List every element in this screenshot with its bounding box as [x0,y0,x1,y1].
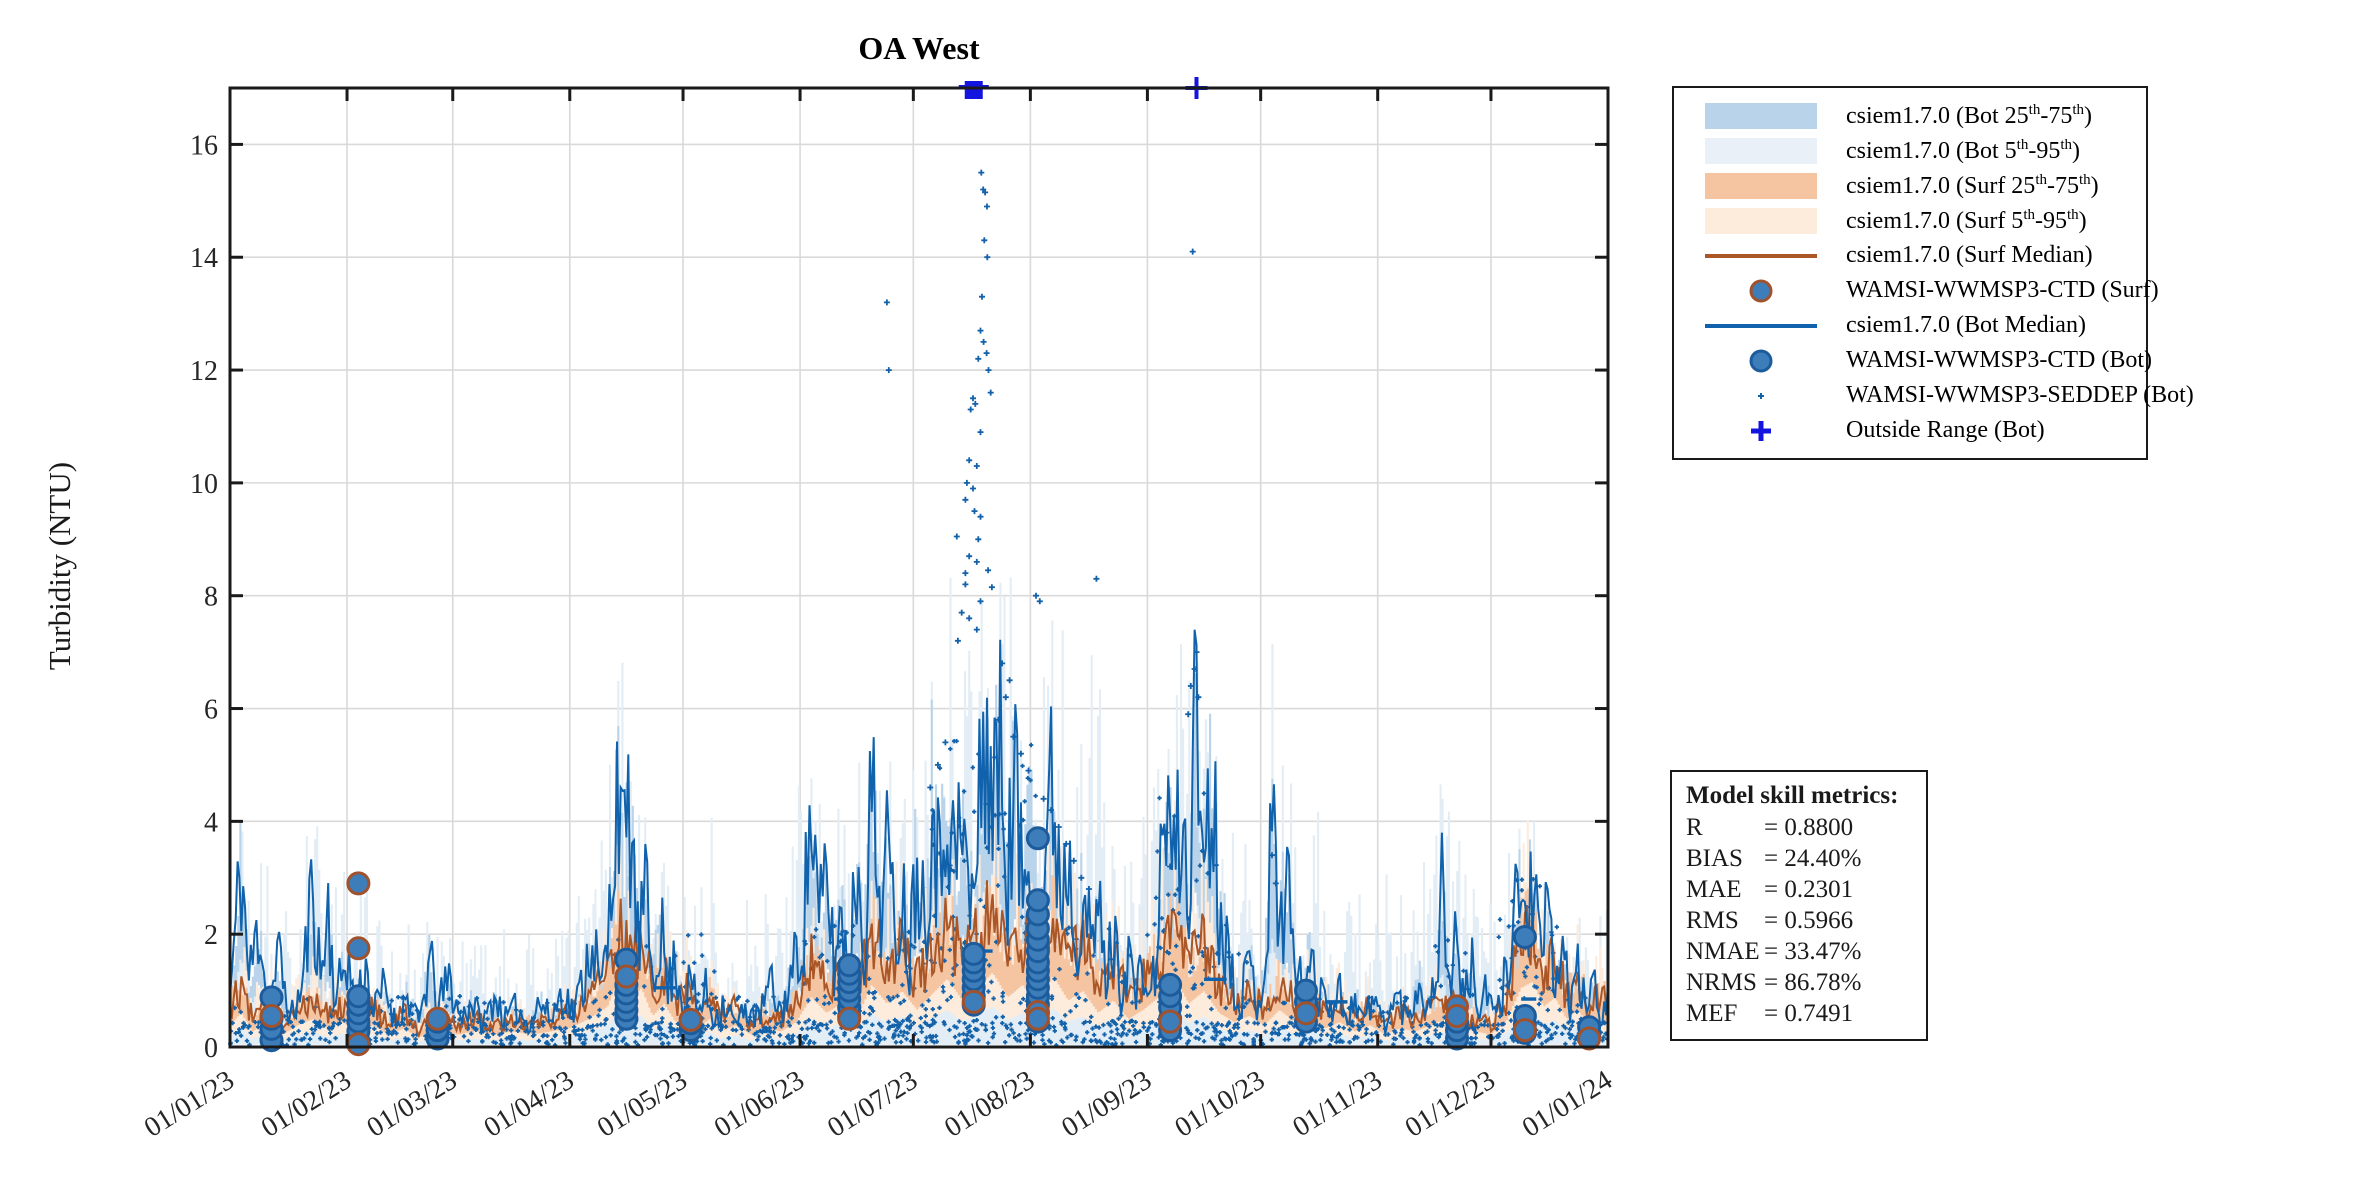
model-skill-metrics-box: Model skill metrics: R = 0.8800 BIAS = 24.4… [1670,770,1928,1041]
legend-swatch [1686,276,1836,306]
metric-row-mae: MAE = 0.2301 [1686,876,1854,903]
legend-swatch [1686,323,1836,328]
legend-swatch [1686,207,1836,234]
ctd-surf-markers [259,871,1602,1057]
legend-circle-marker [1749,279,1773,302]
legend-swatch [1686,381,1836,411]
metric-label: R [1686,814,1703,841]
legend-label: csiem1.7.0 (Surf 25th-75th) [1846,171,2099,199]
svg-text:01/07/23: 01/07/23 [822,1065,923,1144]
svg-text:01/09/23: 01/09/23 [1056,1065,1157,1144]
metrics-rows: R = 0.8800 BIAS = 24.40% MAE = 0.2301 RMS = 0.5… [1686,812,1912,1029]
legend-label: csiem1.7.0 (Surf 5th-95th) [1846,206,2087,234]
metric-label: NRMS [1686,969,1757,996]
legend-plus-marker [1751,420,1771,441]
metric-row-nrms: NRMS = 86.78% [1686,969,1862,996]
metric-label: NMAE [1686,938,1760,965]
legend-label: csiem1.7.0 (Surf Median) [1846,242,2093,268]
legend-band-swatch [1705,172,1817,199]
svg-text:01/12/23: 01/12/23 [1400,1065,1501,1144]
legend-label: csiem1.7.0 (Bot 5th-95th) [1846,136,2080,164]
svg-text:8: 8 [204,582,218,613]
svg-text:01/01/23: 01/01/23 [139,1065,240,1144]
legend-label: WAMSI-WWMSP3-CTD (Surf) [1846,277,2159,303]
metrics-heading: Model skill metrics: [1686,782,1899,809]
metric-row-r: R = 0.8800 [1686,814,1854,841]
metric-label: MEF [1686,1000,1738,1027]
metric-row-bias: BIAS = 24.40% [1686,845,1862,872]
legend-band-swatch [1705,137,1817,164]
legend-swatch [1686,102,1836,129]
svg-text:01/04/23: 01/04/23 [479,1065,580,1144]
y-axis-label: Turbidity (NTU) [42,461,77,671]
legend-entry-4: csiem1.7.0 (Surf Median) [1686,238,2134,273]
legend-entry-9: Outside Range (Bot) [1686,413,2134,448]
svg-text:16: 16 [190,130,218,161]
legend-label: WAMSI-WWMSP3-CTD (Bot) [1846,347,2152,373]
legend-entry-7: WAMSI-WWMSP3-CTD (Bot) [1686,343,2152,378]
legend-swatch [1686,172,1836,199]
chart-title: OA West [858,30,980,66]
svg-text:0: 0 [204,1033,218,1064]
legend-label: WAMSI-WWMSP3-SEDDEP (Bot) [1846,382,2194,408]
svg-text:01/11/23: 01/11/23 [1287,1065,1387,1144]
metric-label: BIAS [1686,845,1743,872]
metric-label: RMS [1686,907,1739,934]
metric-row-nmae: NMAE = 33.47% [1686,938,1862,965]
svg-text:2: 2 [204,920,218,951]
legend-entry-3: csiem1.7.0 (Surf 5th-95th) [1686,203,2134,238]
legend-band-swatch [1705,102,1817,129]
legend-line-swatch [1705,253,1817,258]
legend-dot-marker [1758,392,1764,399]
svg-text:01/01/24: 01/01/24 [1517,1065,1618,1144]
svg-text:01/08/23: 01/08/23 [939,1065,1040,1144]
legend-swatch [1686,253,1836,258]
svg-text:01/10/23: 01/10/23 [1170,1065,1271,1144]
legend-label: Outside Range (Bot) [1846,417,2045,443]
svg-text:12: 12 [190,356,218,387]
legend-entry-2: csiem1.7.0 (Surf 25th-75th) [1686,168,2134,203]
legend: csiem1.7.0 (Bot 25th-75th) csiem1.7.0 (B… [1672,86,2194,460]
axes-box [228,86,1610,1049]
metric-row-mef: MEF = 0.7491 [1686,1000,1854,1027]
legend-swatch [1686,416,1836,446]
legend-band-swatch [1705,207,1817,234]
svg-text:10: 10 [190,469,218,500]
surf-median-line [229,880,1609,1039]
legend-entry-8: WAMSI-WWMSP3-SEDDEP (Bot) [1686,378,2194,413]
svg-text:4: 4 [204,807,218,838]
svg-text:01/06/23: 01/06/23 [709,1065,810,1144]
legend-entry-1: csiem1.7.0 (Bot 5th-95th) [1686,133,2134,168]
svg-text:01/02/23: 01/02/23 [256,1065,357,1144]
legend-entry-6: csiem1.7.0 (Bot Median) [1686,308,2134,343]
legend-entry-5: WAMSI-WWMSP3-CTD (Surf) [1686,273,2159,308]
svg-text:01/05/23: 01/05/23 [592,1065,693,1144]
legend-swatch [1686,137,1836,164]
metric-row-rms: RMS = 0.5966 [1686,907,1854,934]
legend-label: csiem1.7.0 (Bot 25th-75th) [1846,101,2092,129]
legend-entry-0: csiem1.7.0 (Bot 25th-75th) [1686,98,2134,133]
svg-text:01/03/23: 01/03/23 [362,1065,463,1144]
x-tick-labels: 01/01/23 01/02/23 01/03/23 01/04/23 01/05/23… [139,1065,1618,1144]
svg-text:14: 14 [190,243,218,274]
svg-text:6: 6 [204,695,218,726]
legend-circle-marker [1749,349,1773,372]
legend-swatch [1686,346,1836,376]
legend-line-swatch [1705,323,1817,328]
legend-label: csiem1.7.0 (Bot Median) [1846,312,2086,338]
metric-label: MAE [1686,876,1742,903]
y-tick-labels: 0 2 4 6 8 10 12 14 16 [190,130,218,1064]
